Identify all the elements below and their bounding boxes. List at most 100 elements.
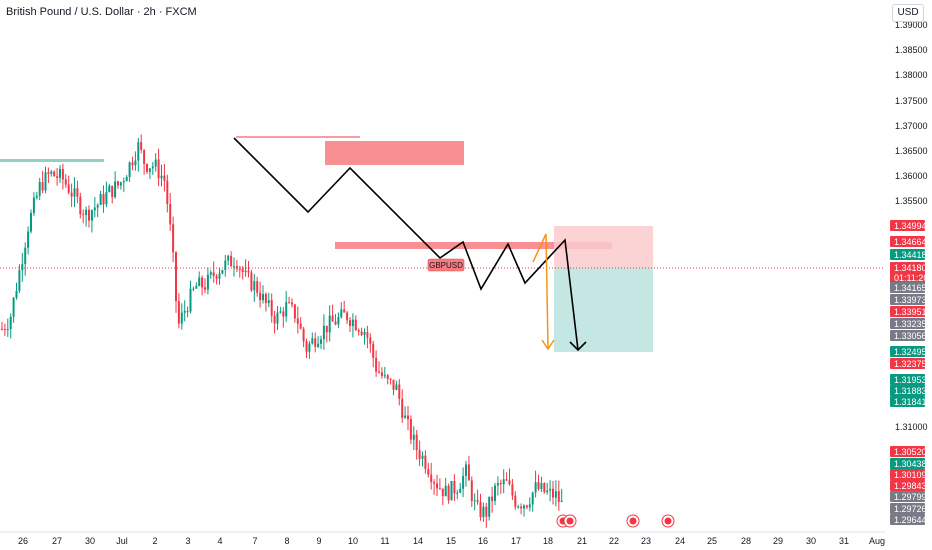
candle-body — [514, 495, 517, 507]
candle-body — [108, 185, 111, 193]
candle-body — [314, 338, 317, 347]
candle-body — [230, 255, 233, 267]
candle-body — [296, 318, 299, 324]
candle-body — [511, 484, 514, 496]
candle-body — [206, 274, 209, 290]
candle-body — [192, 288, 195, 290]
candle-body — [125, 177, 128, 182]
candle-body — [438, 488, 441, 490]
candle-body — [523, 505, 525, 509]
take-profit-zone[interactable] — [554, 268, 653, 352]
symbol-marker[interactable]: GBPUSD — [427, 258, 465, 272]
candle-body — [485, 506, 488, 517]
candle-body — [291, 302, 293, 305]
candle-body — [137, 142, 140, 161]
forecast-arrow[interactable] — [532, 233, 549, 349]
candle-body — [320, 339, 322, 344]
candle-body — [354, 319, 357, 331]
arrow-down-icon — [541, 339, 555, 351]
pattern-zigzag[interactable] — [233, 137, 579, 351]
candle-body — [221, 270, 224, 274]
candle-body — [218, 273, 221, 279]
price-badge: 1.29843 — [890, 480, 927, 491]
candle-body — [331, 315, 334, 322]
candle-body — [163, 175, 166, 181]
candle-body — [479, 501, 482, 518]
candle-body — [302, 328, 305, 342]
candle-body — [340, 309, 343, 317]
price-badge: 1.34418 — [890, 249, 927, 260]
calendar-event-icon[interactable] — [661, 514, 675, 528]
candle-body — [157, 159, 160, 179]
price-tick-label: 1.37000 — [895, 121, 928, 131]
candle-body — [134, 160, 137, 166]
candle-body — [264, 293, 267, 303]
price-badge: 1.32375 — [890, 358, 927, 369]
candle-body — [534, 482, 537, 493]
currency-button[interactable]: USD — [892, 4, 924, 22]
candle-body — [70, 192, 73, 197]
candle-body — [424, 455, 427, 470]
price-tick-label: 1.36000 — [895, 171, 928, 181]
candle-body — [459, 488, 462, 493]
price-badge: 1.33056 — [890, 330, 927, 341]
price-badge-value: 1.33973 — [894, 295, 927, 305]
candle-body — [186, 310, 189, 312]
candle-body — [308, 343, 311, 352]
candle-body — [392, 379, 395, 390]
candle-body — [433, 482, 436, 484]
candle-body — [282, 311, 285, 317]
candle-body — [99, 194, 102, 205]
candle-body — [496, 483, 499, 486]
candle-body — [117, 181, 119, 186]
stop-loss-zone[interactable] — [554, 226, 653, 268]
candle-body — [427, 469, 430, 475]
candle-body — [462, 475, 465, 489]
candle-body — [421, 455, 424, 459]
candle-body — [482, 506, 485, 518]
price-badge-value: 1.34165 — [894, 283, 927, 293]
time-tick-label: 24 — [675, 536, 685, 546]
price-badge: 1.31953 — [890, 374, 927, 385]
calendar-event-icon[interactable] — [626, 514, 640, 528]
symbol-marker-label: GBPUSD — [429, 261, 463, 270]
resistance-band[interactable] — [335, 242, 612, 249]
candle-body — [215, 275, 218, 279]
time-tick-label: 8 — [284, 536, 289, 546]
candle-body — [73, 188, 76, 197]
candle-body — [444, 485, 447, 497]
candle-body — [209, 272, 212, 275]
candle-body — [82, 214, 85, 216]
price-tick-label: 1.35500 — [895, 196, 928, 206]
candle-body — [180, 312, 183, 324]
price-badge: 1.34165 — [890, 282, 927, 293]
candle-body — [412, 434, 415, 440]
candle-body — [189, 288, 192, 312]
candle-body — [56, 176, 59, 178]
candle-body — [299, 323, 302, 329]
time-tick-label: 26 — [18, 536, 28, 546]
candle-body — [453, 480, 456, 494]
price-badge-value: 1.29726 — [894, 504, 927, 514]
price-badge: 1.33951 — [890, 306, 927, 317]
calendar-event-icon[interactable] — [563, 514, 577, 528]
price-badge-value: 1.34664 — [894, 237, 927, 247]
candle-body — [233, 266, 235, 268]
price-tick-label: 1.36500 — [895, 146, 928, 156]
price-badge-value: 1.31883 — [894, 386, 927, 396]
candle-body — [177, 301, 180, 324]
candle-body — [337, 316, 340, 325]
supply-zone[interactable] — [325, 141, 464, 165]
candle-body — [201, 277, 204, 288]
candle-body — [488, 496, 491, 517]
candle-body — [375, 357, 378, 372]
candle-body — [317, 343, 320, 347]
candle-body — [183, 310, 186, 313]
time-tick-label: 21 — [577, 536, 587, 546]
price-badge: 1.29726 — [890, 503, 927, 514]
candle-body — [328, 315, 331, 333]
price-tick-label: 1.31000 — [895, 422, 928, 432]
candle-body — [531, 492, 534, 505]
support-line[interactable] — [0, 159, 104, 162]
